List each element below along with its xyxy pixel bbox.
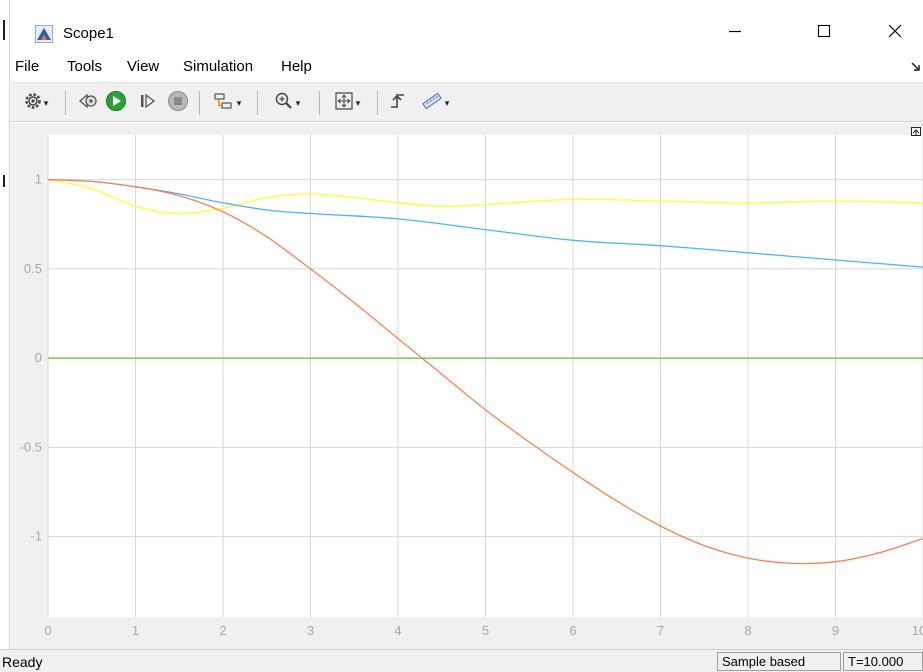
run-button[interactable] bbox=[103, 90, 129, 117]
step-forward-icon bbox=[138, 92, 158, 115]
close-button[interactable] bbox=[872, 14, 918, 48]
signal-selection-icon bbox=[213, 92, 235, 115]
trigger-icon bbox=[388, 91, 408, 116]
status-bar: Ready Sample based T=10.000 bbox=[0, 649, 923, 672]
step-back-button[interactable] bbox=[75, 91, 101, 115]
simulation-time-indicator: T=10.000 bbox=[843, 652, 923, 671]
play-icon bbox=[105, 90, 127, 117]
x-tick-label: 2 bbox=[219, 623, 226, 638]
measurements-button[interactable]: ▾ bbox=[415, 91, 455, 115]
menu-file[interactable]: File bbox=[15, 58, 40, 75]
stop-icon bbox=[167, 90, 189, 117]
toolbar-separator bbox=[199, 91, 200, 115]
menu-simulation[interactable]: Simulation bbox=[183, 58, 254, 75]
x-tick-label: 0 bbox=[44, 623, 51, 638]
sampling-mode-indicator: Sample based bbox=[717, 652, 841, 671]
toolbar-separator bbox=[257, 91, 258, 115]
y-tick-label: -0.5 bbox=[20, 439, 42, 454]
triggers-button[interactable] bbox=[385, 91, 411, 115]
x-tick-label: 6 bbox=[569, 623, 576, 638]
y-tick-label: 0 bbox=[35, 350, 42, 365]
matlab-scope-icon bbox=[34, 24, 54, 44]
dropdown-arrow-icon: ▾ bbox=[444, 97, 450, 108]
x-tick-label: 9 bbox=[832, 623, 839, 638]
toolbar-separator bbox=[377, 91, 378, 115]
x-tick-label: 5 bbox=[482, 623, 489, 638]
toolbar-separator bbox=[319, 91, 320, 115]
menu-help[interactable]: Help bbox=[281, 58, 312, 75]
x-tick-label: 3 bbox=[307, 623, 314, 638]
x-tick-label: 4 bbox=[394, 623, 401, 638]
dropdown-arrow-icon: ▾ bbox=[43, 97, 49, 108]
minimize-button[interactable] bbox=[712, 14, 758, 48]
signal-line-1 bbox=[47, 178, 923, 215]
toolbar: ▾ bbox=[11, 82, 923, 122]
step-back-icon bbox=[77, 92, 99, 115]
background-window-edge bbox=[0, 0, 10, 672]
dropdown-arrow-icon: ▾ bbox=[236, 97, 242, 108]
zoom-button[interactable]: ▾ bbox=[267, 91, 307, 115]
x-tick-label: 7 bbox=[657, 623, 664, 638]
undock-axes-icon[interactable] bbox=[911, 123, 921, 141]
undock-arrow-icon[interactable] bbox=[911, 60, 921, 74]
menu-view[interactable]: View bbox=[127, 58, 160, 75]
stop-button[interactable] bbox=[165, 90, 191, 117]
menu-bar: File Tools View Simulation Help bbox=[11, 54, 923, 80]
gear-icon bbox=[24, 92, 42, 115]
x-tick-label: 8 bbox=[744, 623, 751, 638]
step-forward-button[interactable] bbox=[135, 91, 161, 115]
status-text: Ready bbox=[2, 654, 43, 670]
menu-tools[interactable]: Tools bbox=[67, 58, 103, 75]
x-tick-label: 1 bbox=[132, 623, 139, 638]
scope-plot-panel[interactable]: 0 1 2 3 4 5 6 7 8 9 10 1 0.5 0 -0.5 -1 bbox=[11, 123, 923, 649]
y-tick-label: -1 bbox=[30, 529, 42, 544]
window-title: Scope1 bbox=[63, 25, 114, 42]
autoscale-icon bbox=[334, 91, 354, 116]
dropdown-arrow-icon: ▾ bbox=[355, 97, 361, 108]
maximize-button[interactable] bbox=[801, 14, 847, 48]
dropdown-arrow-icon: ▾ bbox=[295, 97, 301, 108]
autoscale-button[interactable]: ▾ bbox=[327, 91, 367, 115]
title-bar[interactable]: Scope1 bbox=[11, 0, 923, 52]
toolbar-separator bbox=[65, 91, 66, 115]
scope-plot[interactable]: 0 1 2 3 4 5 6 7 8 9 10 1 0.5 0 -0.5 -1 bbox=[11, 123, 923, 649]
y-tick-label: 0.5 bbox=[24, 261, 42, 276]
y-tick-label: 1 bbox=[35, 172, 42, 187]
zoom-in-icon bbox=[274, 91, 294, 116]
signal-line-3 bbox=[47, 178, 923, 565]
settings-button[interactable]: ▾ bbox=[19, 91, 53, 115]
ruler-icon bbox=[421, 91, 443, 116]
signal-selection-button[interactable]: ▾ bbox=[207, 91, 247, 115]
x-tick-label: 10 bbox=[912, 623, 923, 638]
